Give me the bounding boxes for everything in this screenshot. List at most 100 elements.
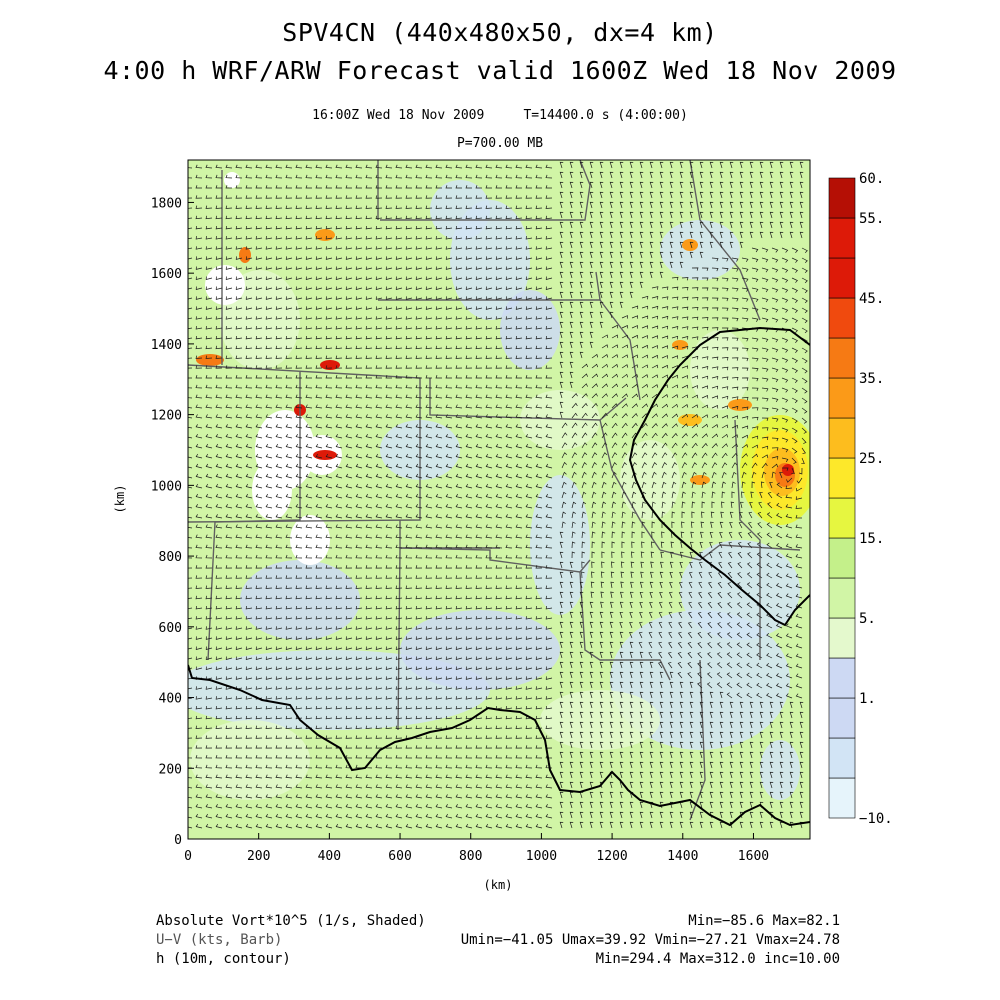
wind-barb [205,286,213,290]
wind-barb [205,544,213,549]
wind-barb [581,373,588,379]
wind-barb [195,544,203,549]
wind-barb [215,715,223,720]
wind-barb [425,276,433,280]
wind-barb [375,636,383,640]
wind-barb [505,804,513,809]
wind-barb [619,821,624,829]
wind-barb [275,575,283,579]
wind-barb [265,326,273,330]
wind-barb [395,195,403,199]
wind-barb [215,316,223,320]
wind-barb [535,394,543,399]
wind-barb [619,691,624,699]
wind-barb [801,287,808,294]
wind-barb [599,231,604,239]
wind-barb [188,527,193,529]
wind-barb [305,174,313,179]
wind-barb [661,511,666,519]
wind-barb [255,185,262,189]
wind-barb [799,761,804,769]
wind-barb [569,351,574,359]
wind-barb [315,493,323,499]
wind-barb [195,735,203,739]
wind-barb [699,171,704,179]
wind-barb [385,754,393,759]
wind-barb [425,174,433,179]
wind-barb [215,404,223,409]
wind-barb [295,804,303,809]
wind-barb [325,256,333,260]
wind-barb [485,185,492,189]
wind-barb [345,504,353,509]
wind-barb [739,201,744,209]
wind-barb [355,374,362,379]
wind-barb [599,241,604,249]
wind-barb [305,656,313,660]
wind-barb [188,687,193,690]
wind-barb [445,565,453,569]
wind-barb [245,215,253,220]
wind-barb [485,394,493,399]
valid-time: 16:00Z Wed 18 Nov 2009 [312,108,485,123]
wind-barb [569,561,574,569]
wind-barb [719,531,723,539]
wind-barb [629,761,634,769]
wind-barb [495,215,503,220]
wind-barb [475,784,483,789]
wind-barb [415,276,423,280]
wind-barb [710,511,715,519]
wind-barb [599,291,604,299]
wind-barb [385,483,393,489]
wind-barb [335,335,343,340]
wind-barb [315,686,323,690]
wind-barb [795,496,803,500]
wind-barb [425,565,433,569]
wind-barb [235,453,243,459]
wind-barb [691,277,699,281]
wind-barb [761,462,768,469]
wind-barb [385,565,393,569]
wind-barb [455,306,463,310]
wind-barb [275,715,283,720]
wind-barb [767,502,773,509]
wind-barb [569,181,574,189]
wind-barb [769,791,774,799]
wind-barb [691,471,697,479]
wind-barb [701,317,709,321]
wind-barb [315,355,323,359]
wind-barb [355,794,363,799]
wind-barb [245,514,253,519]
wind-barb [785,673,793,679]
wind-barb [698,591,703,599]
wind-barb [375,524,383,529]
wind-barb [545,463,553,469]
wind-barb [766,512,773,519]
wind-barb [711,404,719,409]
wind-barb [795,487,803,492]
wind-barb [415,646,423,650]
wind-barb [215,504,223,509]
wind-barb [711,501,715,509]
wind-barb [659,761,664,769]
wind-barb [721,395,729,400]
wind-barb [545,345,553,350]
wind-barb [188,237,193,240]
valid-time-line: 16:00Z Wed 18 Nov 2009 T=14400.0 s (4:00… [0,108,1000,123]
wind-barb [375,745,383,749]
wind-barb [475,463,483,469]
wind-barb [691,326,699,331]
wind-barb [315,276,323,280]
wind-barb [689,191,694,199]
wind-barb [679,231,684,239]
wind-barb [535,236,543,240]
wind-barb [701,356,709,360]
wind-barb [285,676,293,680]
wind-barb [775,613,783,619]
wind-barb [245,554,253,559]
wind-barb [325,384,333,389]
wind-barb [375,374,382,379]
wind-barb [591,551,595,558]
wind-barb [335,424,343,429]
wind-barb [405,636,413,640]
